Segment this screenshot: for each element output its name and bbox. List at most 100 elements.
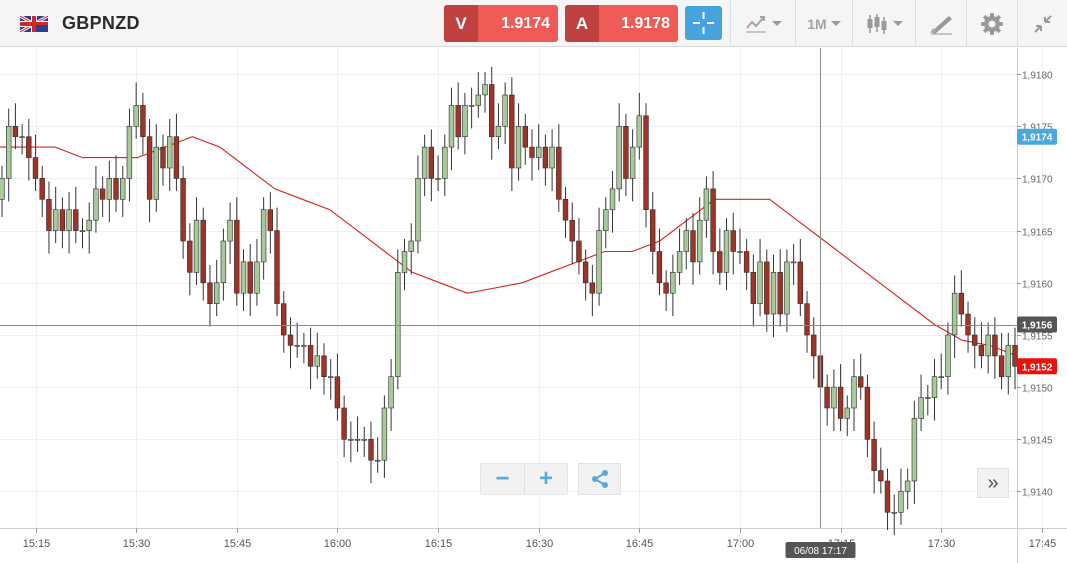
candle bbox=[925, 385, 931, 416]
candle-body-down bbox=[180, 178, 186, 242]
collapse-icon bbox=[1033, 14, 1052, 33]
candle-body-up bbox=[609, 188, 616, 211]
candle-body-down bbox=[173, 136, 180, 179]
candle bbox=[26, 118, 32, 181]
sell-label: V bbox=[444, 5, 478, 42]
candle bbox=[629, 129, 636, 202]
candle-body-down bbox=[710, 188, 716, 252]
candle bbox=[280, 291, 287, 353]
candle-body-down bbox=[556, 146, 562, 200]
time-tick-label: 15:45 bbox=[224, 538, 252, 550]
time-tick-label: 16:15 bbox=[425, 538, 453, 550]
candle-body-up bbox=[495, 126, 502, 138]
indicators-button[interactable] bbox=[731, 0, 795, 47]
gear-icon bbox=[981, 12, 1003, 35]
candle bbox=[66, 192, 72, 254]
candle bbox=[777, 249, 783, 327]
candle-body-up bbox=[938, 376, 944, 379]
scroll-to-latest-button[interactable]: » bbox=[977, 468, 1009, 498]
instrument-symbol[interactable]: GBPNZD bbox=[62, 13, 140, 33]
candle-body-down bbox=[864, 386, 871, 440]
candle bbox=[589, 265, 596, 317]
candle-body-down bbox=[287, 334, 294, 346]
candle bbox=[992, 317, 998, 379]
candle-body-down bbox=[200, 219, 206, 284]
candle-body-up bbox=[79, 230, 86, 232]
zoom-out-button[interactable]: − bbox=[481, 464, 524, 494]
toolbar-divider bbox=[730, 0, 731, 47]
candle-body-up bbox=[52, 209, 59, 231]
candle-body-down bbox=[998, 355, 1005, 377]
candle bbox=[556, 124, 562, 212]
candle-body-down bbox=[26, 136, 32, 158]
time-axis: 15:15 15:30 15:45 16:00 16:15 16:30 16:45 17:00… bbox=[23, 528, 1057, 550]
buy-button[interactable]: A 1.9178 bbox=[565, 5, 678, 42]
candle bbox=[59, 197, 66, 249]
buy-label: A bbox=[565, 5, 599, 42]
settings-button[interactable] bbox=[967, 0, 1017, 47]
ask-price-tag-label: 1,9174 bbox=[1022, 133, 1053, 144]
crosshair-price-tag-label: 1,9156 bbox=[1022, 321, 1053, 332]
candle bbox=[723, 218, 730, 291]
crosshair-button[interactable] bbox=[685, 6, 722, 40]
candle bbox=[200, 207, 206, 301]
candle-body-up bbox=[723, 230, 730, 273]
candle-body-down bbox=[542, 146, 549, 169]
candle-body-down bbox=[207, 282, 213, 305]
candle bbox=[381, 395, 388, 478]
candle-body-up bbox=[790, 261, 797, 264]
candle bbox=[509, 77, 515, 191]
candle-body-down bbox=[267, 209, 273, 231]
timeframe-value: 1M bbox=[807, 15, 827, 32]
candle-body-up bbox=[167, 136, 173, 169]
candle bbox=[951, 275, 958, 358]
candle-body-down bbox=[187, 240, 193, 273]
zoom-in-button[interactable]: + bbox=[523, 464, 567, 494]
candle-body-up bbox=[227, 219, 233, 242]
candle-body-down bbox=[797, 261, 804, 304]
candle-body-up bbox=[260, 209, 267, 263]
candle-body-up bbox=[294, 345, 300, 347]
candle-body-up bbox=[442, 146, 448, 179]
candle-body-up bbox=[126, 126, 133, 179]
candle bbox=[971, 317, 978, 369]
ask-price-tag-bg bbox=[1017, 128, 1057, 145]
price-tick-label: 1,9160 bbox=[1022, 280, 1053, 291]
candle-body-down bbox=[1012, 345, 1018, 367]
candle bbox=[804, 291, 810, 353]
crosshair-time-tag: 06/08 17:17 bbox=[785, 542, 856, 558]
candle-body-down bbox=[656, 251, 663, 284]
candle bbox=[609, 171, 616, 233]
candle bbox=[321, 343, 327, 395]
candle-body-down bbox=[321, 355, 327, 377]
candle-body-up bbox=[683, 230, 690, 252]
candle bbox=[696, 197, 703, 275]
candle-body-down bbox=[576, 240, 582, 263]
time-tick-label: 17:45 bbox=[1029, 538, 1057, 550]
candle-body-up bbox=[301, 345, 307, 347]
candle bbox=[294, 322, 300, 358]
candle bbox=[274, 207, 280, 317]
candle bbox=[120, 165, 126, 218]
candle bbox=[1012, 327, 1018, 390]
candle-body-down bbox=[140, 105, 146, 138]
chevron-down-icon bbox=[830, 21, 841, 26]
candle bbox=[314, 332, 320, 379]
candle bbox=[153, 124, 159, 212]
candle-body-down bbox=[582, 261, 589, 284]
drawing-tools-button[interactable] bbox=[916, 0, 966, 47]
share-button[interactable] bbox=[578, 463, 621, 495]
sell-button[interactable]: V 1.9174 bbox=[444, 5, 558, 42]
candle-body-up bbox=[784, 261, 790, 315]
toolbar-divider bbox=[915, 0, 916, 47]
price-chart[interactable]: 1,91401,91451,91501,91551,91601,91651,91… bbox=[0, 48, 1067, 563]
fullscreen-button[interactable] bbox=[1018, 0, 1067, 47]
timeframe-select[interactable]: 1M bbox=[796, 0, 852, 47]
candle-body-up bbox=[482, 84, 488, 96]
candle bbox=[361, 426, 367, 458]
candle-body-down bbox=[764, 261, 770, 315]
candle-body-down bbox=[368, 438, 374, 461]
candle bbox=[401, 238, 408, 291]
chart-type-select[interactable] bbox=[853, 0, 915, 47]
pencil-ruler-icon bbox=[930, 15, 952, 35]
